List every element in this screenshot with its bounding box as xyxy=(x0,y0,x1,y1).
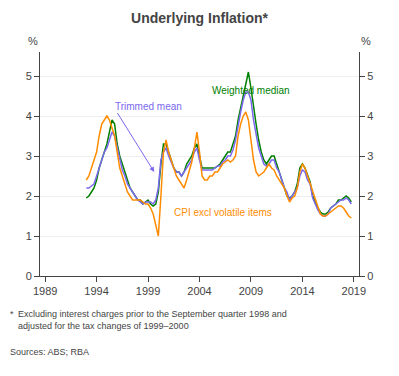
svg-text:CPI excl volatile items: CPI excl volatile items xyxy=(174,207,272,218)
svg-text:3: 3 xyxy=(367,150,373,162)
svg-text:4: 4 xyxy=(367,110,373,122)
svg-text:0: 0 xyxy=(26,270,32,282)
svg-text:5: 5 xyxy=(367,70,373,82)
svg-text:0: 0 xyxy=(367,270,373,282)
svg-text:1: 1 xyxy=(367,230,373,242)
svg-text:Excluding interest charges pri: Excluding interest charges prior to the … xyxy=(18,309,287,331)
svg-text:%: % xyxy=(28,35,38,47)
svg-text:4: 4 xyxy=(26,110,32,122)
svg-text:3: 3 xyxy=(26,150,32,162)
svg-text:2019: 2019 xyxy=(342,285,366,297)
svg-text:2: 2 xyxy=(367,190,373,202)
svg-text:1999: 1999 xyxy=(136,285,160,297)
svg-text:1: 1 xyxy=(26,230,32,242)
svg-text:1994: 1994 xyxy=(84,285,108,297)
svg-text:Weighted median: Weighted median xyxy=(212,85,290,96)
svg-text:2014: 2014 xyxy=(290,285,314,297)
svg-text:%: % xyxy=(361,35,371,47)
svg-text:2009: 2009 xyxy=(239,285,263,297)
svg-text:2004: 2004 xyxy=(187,285,211,297)
svg-text:Trimmed mean: Trimmed mean xyxy=(115,101,182,112)
svg-text:*: * xyxy=(10,309,14,319)
svg-text:Underlying Inflation*: Underlying Inflation* xyxy=(131,10,268,26)
svg-text:5: 5 xyxy=(26,70,32,82)
svg-text:Sources: ABS; RBA: Sources: ABS; RBA xyxy=(10,347,89,357)
svg-text:1989: 1989 xyxy=(33,285,57,297)
svg-text:2: 2 xyxy=(26,190,32,202)
